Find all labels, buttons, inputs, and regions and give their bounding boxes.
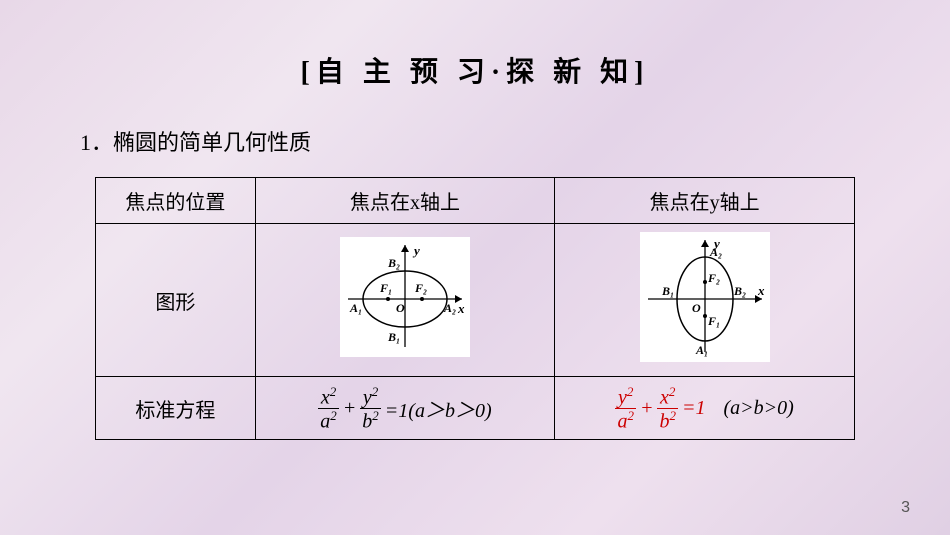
slide-header: [自 主 预 习·探 新 知] [50, 50, 900, 90]
svg-text:B₁: B₁ [661, 284, 674, 298]
svg-text:x: x [757, 283, 765, 298]
table-row: 焦点的位置 焦点在x轴上 焦点在y轴上 [96, 178, 855, 224]
fraction-y2-b2: y2 b2 [360, 385, 381, 431]
svg-text:O: O [692, 301, 701, 315]
svg-text:B₂: B₂ [387, 256, 400, 270]
cell-focus-position: 焦点的位置 [96, 178, 256, 224]
equation-condition-y: (a>b>0) [723, 397, 793, 420]
svg-text:y: y [412, 243, 420, 258]
page-number: 3 [901, 499, 910, 517]
table-row: 标准方程 x2 a2 + y2 b2 =1(a＞b＞0) [96, 377, 855, 440]
cell-focus-x: 焦点在x轴上 [255, 178, 555, 224]
svg-text:B₂: B₂ [733, 284, 746, 298]
table-row: 图形 y x O A₁ A₂ B₂ B₁ [96, 224, 855, 377]
cell-diagram-x: y x O A₁ A₂ B₂ B₁ F₁ F₂ [255, 224, 555, 377]
svg-text:A₂: A₂ [709, 245, 722, 259]
section-title: 1．椭圆的简单几何性质 [50, 125, 900, 157]
svg-text:A₁: A₁ [695, 343, 708, 357]
cell-equation-x: x2 a2 + y2 b2 =1(a＞b＞0) [255, 377, 555, 440]
fraction-x2-a2: x2 a2 [318, 385, 339, 431]
svg-text:F₂: F₂ [707, 271, 720, 285]
fraction-x2-b2: x2 b2 [657, 385, 678, 431]
cell-equation-label: 标准方程 [96, 377, 256, 440]
svg-text:O: O [396, 301, 405, 315]
cell-diagram-y: y x O A₂ A₁ B₁ B₂ F₂ F₁ [555, 224, 855, 377]
ellipse-y-diagram: y x O A₂ A₁ B₁ B₂ F₂ F₁ [640, 232, 770, 362]
svg-text:B₁: B₁ [387, 330, 400, 344]
cell-shape-label: 图形 [96, 224, 256, 377]
cell-focus-y: 焦点在y轴上 [555, 178, 855, 224]
svg-text:F₂: F₂ [414, 281, 427, 295]
slide-container: [自 主 预 习·探 新 知] 1．椭圆的简单几何性质 焦点的位置 焦点在x轴上… [0, 0, 950, 460]
fraction-y2-a2: y2 a2 [615, 385, 636, 431]
svg-text:F₁: F₁ [707, 314, 720, 328]
cell-equation-y: y2 a2 + x2 b2 =1 (a>b>0) [555, 377, 855, 440]
plus-sign: + [343, 397, 357, 420]
svg-text:F₁: F₁ [379, 281, 392, 295]
equals-one: =1 [682, 397, 706, 420]
equation-condition-x: =1(a＞b＞0) [385, 394, 492, 423]
svg-text:A₁: A₁ [349, 301, 362, 315]
svg-text:A₂: A₂ [443, 301, 456, 315]
plus-sign: + [640, 397, 654, 420]
ellipse-x-diagram: y x O A₁ A₂ B₂ B₁ F₁ F₂ [340, 237, 470, 357]
svg-text:x: x [457, 301, 465, 316]
properties-table: 焦点的位置 焦点在x轴上 焦点在y轴上 图形 y x O [95, 177, 855, 440]
